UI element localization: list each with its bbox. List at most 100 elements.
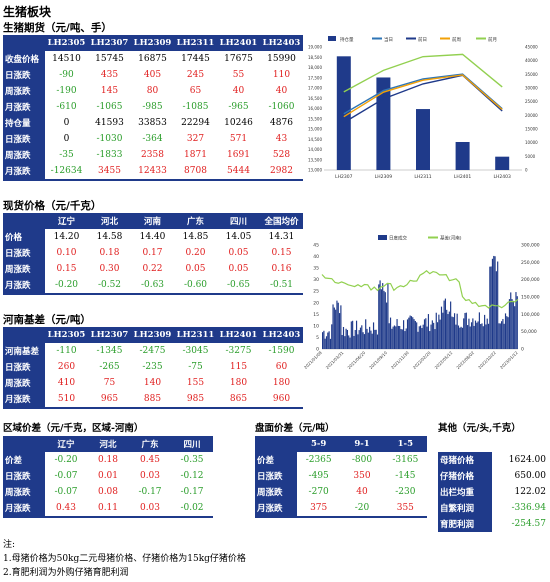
y-left-tick-label: 14,500 xyxy=(308,137,322,142)
table-cell: -3165 xyxy=(392,455,419,465)
volume-bar xyxy=(459,327,461,349)
y-left-tick-label: 16,500 xyxy=(308,96,322,101)
table-cell: 0.03 xyxy=(139,503,161,513)
table-cell: 41593 xyxy=(95,118,124,128)
column-header: 辽宁 xyxy=(45,213,88,229)
table-cell: -0.51 xyxy=(269,280,294,290)
row-label: 周涨跌 xyxy=(3,83,45,99)
table-cell: 140 xyxy=(143,378,162,388)
table-cell: 355 xyxy=(396,503,414,513)
x-tick-label: LH2307 xyxy=(335,174,352,180)
volume-bar xyxy=(354,330,356,349)
volume-bar xyxy=(404,331,406,349)
volume-bar xyxy=(499,323,501,349)
row-label: 日涨跌 xyxy=(255,468,297,484)
y-right-tick-label: 25000 xyxy=(525,99,538,104)
table-cell: 0.16 xyxy=(271,264,292,274)
column-header: 广东 xyxy=(174,213,217,229)
volume-bar xyxy=(450,301,452,349)
y-right-tick-label: 15000 xyxy=(525,127,538,132)
table-cell: 0.08 xyxy=(97,487,119,497)
y-left-tick-label: 40 xyxy=(313,254,319,260)
volume-bar xyxy=(467,325,469,349)
table-cell: -35 xyxy=(59,150,74,160)
y-right-tick-label: 35000 xyxy=(525,72,538,77)
table-cell: 14.20 xyxy=(53,232,80,242)
table-cell: 80 xyxy=(146,86,159,96)
column-header: LH2403 xyxy=(260,35,303,51)
volume-bar xyxy=(456,313,458,349)
volume-bar xyxy=(484,314,486,349)
table-row: 月涨跌 -610 -1065 -985 -1085 -965 -1060 xyxy=(3,99,303,115)
volume-bar xyxy=(442,312,444,349)
column-header: LH2307 xyxy=(88,35,131,51)
volume-bar xyxy=(391,328,393,349)
volume-bar xyxy=(338,313,341,349)
volume-bar xyxy=(494,256,496,349)
y-left-tick-label: 16,000 xyxy=(308,106,322,111)
row-label: 月涨跌 xyxy=(3,277,45,293)
table-row: 月涨跌 -0.20 -0.52 -0.63 -0.60 -0.65 -0.51 xyxy=(3,277,303,293)
basis-title: 河南基差（元/吨） xyxy=(3,314,91,326)
table-cell: 40 xyxy=(232,86,245,96)
table-cell: -12634 xyxy=(50,166,83,176)
y-left-tick-label: 45 xyxy=(313,243,319,249)
y-right-tick-label: 50,000 xyxy=(521,329,537,335)
volume-bar xyxy=(516,296,518,349)
y-left-tick-label: 20 xyxy=(313,300,319,306)
table-cell: -364 xyxy=(142,134,163,144)
volume-bar xyxy=(438,314,440,349)
table-cell: -1065 xyxy=(96,102,123,112)
table-cell: 0.10 xyxy=(56,248,77,258)
table-cell: 180 xyxy=(272,378,291,388)
table-cell: -1060 xyxy=(268,102,295,112)
table-cell: -110 xyxy=(56,346,77,356)
volume-bar xyxy=(448,311,450,349)
volume-bar xyxy=(425,318,427,349)
table-cell: 115 xyxy=(229,362,248,372)
y-left-tick-label: 18,500 xyxy=(308,55,322,60)
row-label: 仔猪价格 xyxy=(438,468,492,484)
futures-curve-svg: 持仓量 当日 前日 前周 前月 19,000 18,500 18,000 17,500 17,00… xyxy=(308,36,538,180)
volume-bar xyxy=(470,322,473,349)
table-cell: 0 xyxy=(63,118,70,128)
volume-bar xyxy=(387,283,389,349)
y-right-tick-label: 20000 xyxy=(525,113,538,118)
y-left-tick-label: 5 xyxy=(316,335,319,341)
volume-bar xyxy=(382,283,384,349)
volume-bar xyxy=(342,326,345,349)
table-cell: 40 xyxy=(275,86,288,96)
volume-bar xyxy=(397,325,399,349)
y-left-tick-label: 25 xyxy=(313,289,319,295)
table-row: 价差 -2365 -800 -3165 xyxy=(255,452,427,468)
table-cell: 33853 xyxy=(138,118,167,128)
table-cell: -0.20 xyxy=(54,455,78,465)
row-label: 月涨跌 xyxy=(255,500,297,516)
futures-table: LH2305 LH2307 LH2309 LH2311 LH2401 LH2403 收盘价格… xyxy=(3,35,303,181)
table-cell: 17445 xyxy=(181,54,210,64)
table-cell: 435 xyxy=(100,70,119,80)
table-cell: -265 xyxy=(99,362,120,372)
table-cell: -90 xyxy=(59,70,74,80)
table-cell: 75 xyxy=(103,378,116,388)
other-table: 母猪价格 1624.00 仔猪价格 650.00 出栏均重 122.02 自繁利润 -336.… xyxy=(438,436,546,532)
volume-bar xyxy=(433,322,435,349)
volume-bar xyxy=(323,330,325,349)
volume-bar xyxy=(344,336,346,349)
table-cell: 0.05 xyxy=(185,264,206,274)
series-line xyxy=(343,74,503,118)
table-cell: -0.07 xyxy=(54,471,78,481)
spot-table: 辽宁 河北 河南 广东 四川 全国均价 价格 14.20 14.58 14.40 14.85 14.0… xyxy=(3,213,303,295)
volume-bar xyxy=(451,316,453,349)
table-cell: 0.43 xyxy=(55,503,77,513)
volume-bar xyxy=(489,266,491,349)
basis-volume-chart: 日度成交 基差(河南) 45 40 35 30 25 20 15 10 5 0 300,000 250,0… xyxy=(300,231,550,391)
legend-label: 当日 xyxy=(384,36,393,43)
column-header: 全国均价 xyxy=(260,213,303,229)
table-cell: 327 xyxy=(186,134,205,144)
y-right-tick-label: 300,000 xyxy=(521,243,540,249)
regional-table-wrap: 辽宁 河北 广东 四川 价差 -0.20 0.18 0.45 -0.35 日涨跌 -0.07 0.01… xyxy=(3,436,213,518)
legend-label: 日度成交 xyxy=(389,235,407,242)
table-row: 月涨跌 510 965 885 985 865 960 xyxy=(3,391,303,407)
column-header: LH2311 xyxy=(174,35,217,51)
